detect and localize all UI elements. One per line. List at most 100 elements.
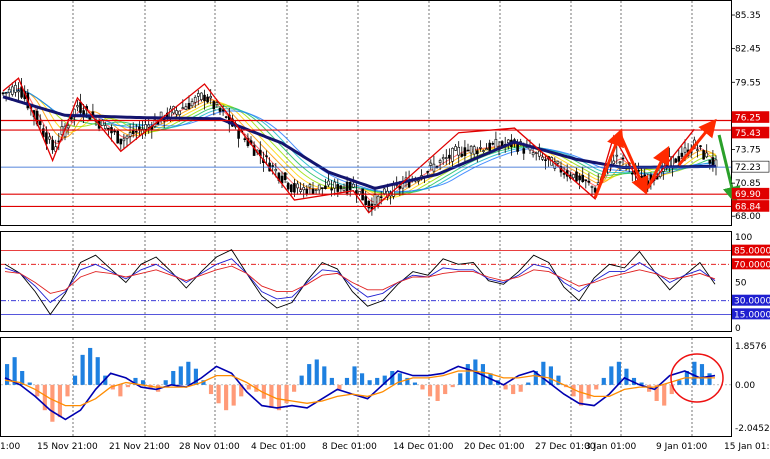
candle-body [128,132,132,137]
macd-histogram-bar [20,371,25,385]
callout-circle [670,353,724,403]
time-label: 27 Dec 01:00 [535,442,596,452]
candle-body [51,139,54,151]
macd-histogram-bar [420,384,425,390]
oscillator-level-label: 70.0000 [734,260,770,270]
candle-body [190,101,194,107]
candle-body [506,139,510,144]
macd-histogram-bar [518,384,523,392]
candle-body [299,189,302,192]
candle-body [333,181,337,189]
candle-body [488,142,492,151]
time-label: 20 Dec 01:00 [464,442,525,452]
candle-body [590,186,594,188]
macd-histogram-bar [654,384,659,401]
macd-histogram-bar [631,377,637,385]
price-panel-frame [0,0,732,226]
candle-body [581,174,585,183]
macd-histogram-bar [284,384,289,404]
candle-body [463,147,467,156]
macd-histogram-bar [669,384,674,395]
oscillator-level-label: 30.0000 [734,297,770,307]
macd-histogram-bar [480,364,486,385]
macd-histogram-bar [118,384,123,397]
candle-body [48,136,51,140]
candle-body [674,158,678,163]
macd-histogram-bar [329,377,334,385]
candle-body [572,174,575,179]
candle-body [221,109,225,112]
candle-body [79,101,82,113]
macd-histogram-bar [224,384,229,411]
price-tick-label: 79.55 [735,78,761,88]
macd-histogram-bar [322,366,327,385]
macd-histogram-bar [12,357,17,385]
macd-histogram-bar [526,382,531,385]
macd-histogram-bar [231,384,236,406]
candle-body [587,180,591,183]
candle-body [308,184,312,188]
candle-body [401,183,405,189]
candle-body [537,150,541,157]
candle-body [630,172,634,175]
candle-body [178,110,181,115]
macd-histogram-bar [42,384,47,411]
ma-band-line [2,87,717,203]
candle-body [364,196,368,205]
macd-histogram-bar [133,377,138,385]
candle-body [482,150,485,152]
macd-histogram-bar [662,384,667,406]
price-panel [1,77,741,216]
price-level-label: 72.23 [735,163,761,173]
candle-body [197,93,200,97]
candle-body [516,144,519,152]
candle-body [324,185,327,189]
candle-body [708,159,712,164]
axis-labels: 1:00 15 Nov 21:00 21 Nov 21:00 28 Nov 01:00… [0,11,770,452]
candle-body [575,171,578,182]
macd-histogram-bar [125,384,131,388]
candle-body [376,195,380,206]
macd-histogram-bar [443,384,448,395]
macd-histogram-bar [548,366,553,385]
candle-body [122,138,126,142]
price-level-label: 76.25 [735,114,761,124]
macd-histogram-bar [261,384,266,399]
candle-body [584,179,588,182]
candle-body [4,92,8,94]
oscillator-level-box [732,294,770,306]
time-label: 4 Dec 01:00 [251,442,306,452]
macd-histogram-bar [299,375,304,385]
macd-histogram-bar [5,364,10,385]
candle-body [203,94,206,101]
macd-histogram-bar [140,380,146,385]
candle-body [705,152,709,158]
macd-histogram-bar [707,373,712,385]
macd-histogram-bar [556,375,561,385]
macd-histogram-bar [571,384,576,397]
candle-body [479,147,482,149]
trend-arrow [646,145,670,190]
candle-body [218,107,222,112]
candle-body [643,174,647,183]
macd-histogram-bar [80,354,85,385]
candle-body [382,188,386,194]
macd-histogram-bar [405,377,410,385]
candle-body [131,130,135,135]
trend-arrow [593,128,624,199]
oscillator-level-box [732,244,770,256]
macd-histogram-bar [375,377,380,385]
candle-body [200,92,203,100]
macd-histogram-bar [579,384,584,406]
candle-body [193,96,197,103]
macd-histogram-bar [163,380,168,385]
macd-histogram-bar [307,364,312,385]
candle-body [612,160,616,164]
candle-body [327,180,330,186]
candle-body [457,146,461,156]
macd-histogram-bar [397,373,402,385]
candle-body [224,116,228,118]
macd-histogram-bar [276,384,282,411]
candle-body [104,125,107,129]
